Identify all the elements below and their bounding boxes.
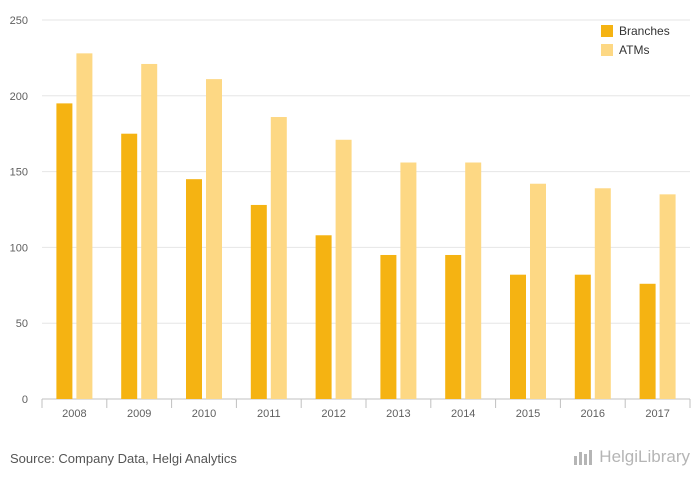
x-tick-label: 2015 <box>516 408 540 420</box>
y-tick-label: 200 <box>10 91 28 103</box>
y-tick-label: 250 <box>10 15 28 27</box>
bar-branches-2013[interactable] <box>380 254 397 399</box>
bar-atms-2010[interactable] <box>206 79 222 400</box>
bar-branches-2008[interactable] <box>56 103 73 399</box>
x-tick-label: 2013 <box>386 408 410 420</box>
bar-chart: 0 50 100 150 200 250 2008 2009 2010 2011 2012 2013 2… <box>10 15 691 420</box>
y-tick-label: 100 <box>10 242 28 254</box>
bar-branches-2016[interactable] <box>574 274 591 399</box>
x-tick-label: 2017 <box>645 408 669 420</box>
bar-atms-2013[interactable] <box>400 162 417 399</box>
bar-atms-2012[interactable] <box>335 139 352 400</box>
legend-label-atms[interactable]: ATMs <box>619 43 649 57</box>
x-tick-label: 2012 <box>321 408 345 420</box>
bar-atms-2015[interactable] <box>530 183 546 399</box>
bar-branches-2010[interactable] <box>186 179 202 399</box>
legend-swatch-atms[interactable] <box>601 44 613 56</box>
brand-name: HelgiLibrary <box>599 447 690 466</box>
bar-atms-2009[interactable] <box>141 63 158 400</box>
bar-branches-2012[interactable] <box>315 235 332 399</box>
bar-atms-2008[interactable] <box>76 53 93 400</box>
bar-branches-2017[interactable] <box>639 283 656 399</box>
y-tick-label: 150 <box>10 167 28 179</box>
x-tick-label: 2011 <box>257 408 281 420</box>
x-tick-label: 2016 <box>581 408 605 420</box>
bar-branches-2009[interactable] <box>121 133 138 399</box>
chart: 0 50 100 150 200 250 2008 2009 2010 2011 2012 2013 2… <box>10 15 691 420</box>
y-tick-label: 0 <box>22 394 28 406</box>
x-tick-label: 2014 <box>451 408 475 420</box>
helgi-logo-icon <box>574 450 593 465</box>
bar-atms-2017[interactable] <box>659 194 676 399</box>
source-note: Source: Company Data, Helgi Analytics <box>10 451 237 466</box>
x-tick-label: 2008 <box>62 408 86 420</box>
bar-branches-2015[interactable] <box>510 274 526 399</box>
bar-branches-2014[interactable] <box>445 254 462 399</box>
x-tick-label: 2009 <box>127 408 151 420</box>
legend-label-branches[interactable]: Branches <box>619 24 670 38</box>
bar-atms-2011[interactable] <box>270 117 287 400</box>
brand-logo[interactable]: HelgiLibrary <box>573 447 690 467</box>
legend-swatch-branches[interactable] <box>601 25 613 37</box>
bar-atms-2014[interactable] <box>465 162 482 399</box>
y-tick-label: 50 <box>16 318 28 330</box>
bar-atms-2016[interactable] <box>594 188 611 399</box>
x-tick-label: 2010 <box>192 408 216 420</box>
bar-branches-2011[interactable] <box>250 204 267 399</box>
